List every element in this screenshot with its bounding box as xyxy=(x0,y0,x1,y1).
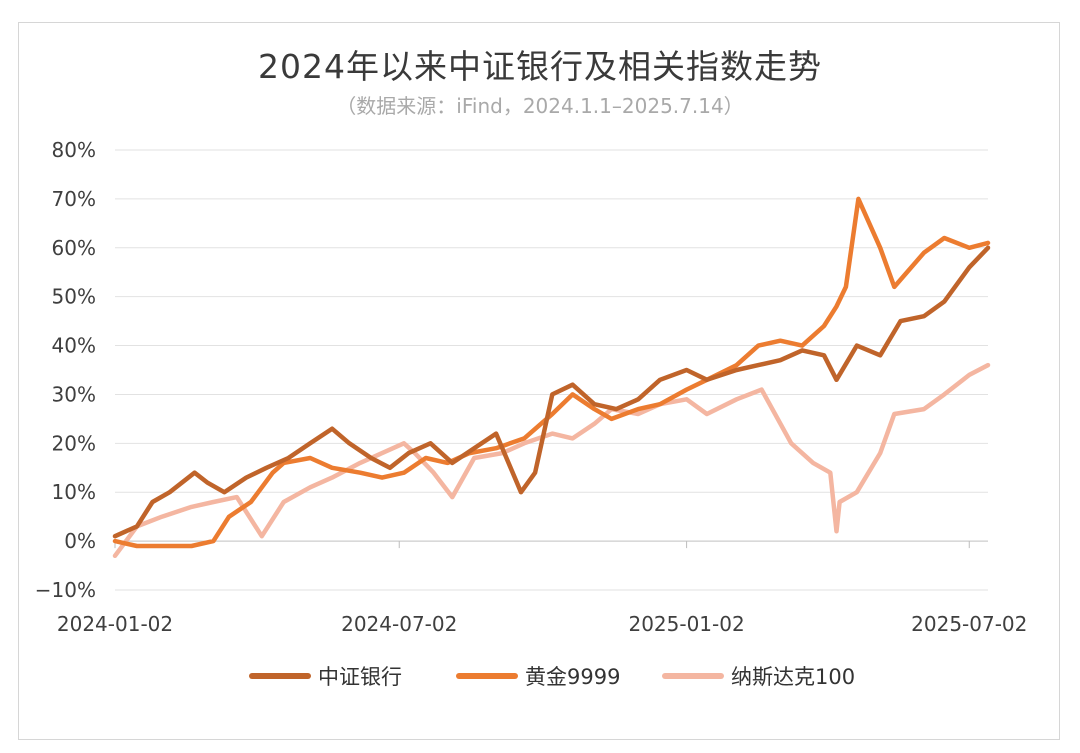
legend-label: 中证银行 xyxy=(318,665,402,689)
legend-label: 黄金9999 xyxy=(525,665,620,689)
y-tick-label: 30% xyxy=(52,382,96,406)
y-tick-label: 70% xyxy=(52,187,96,211)
y-tick-label: 60% xyxy=(52,236,96,260)
x-tick-label: 2024-07-02 xyxy=(341,612,457,636)
chart-title: 2024年以来中证银行及相关指数走势 xyxy=(258,47,822,86)
legend: 中证银行 黄金9999 纳斯达克100 xyxy=(249,665,855,689)
y-tick-label: 50% xyxy=(52,285,96,309)
chart-frame xyxy=(18,22,1060,740)
y-tick-label: 80% xyxy=(52,138,96,162)
x-axis-tick-labels: 2024-01-02 2024-07-02 2025-01-02 2025-07-02 xyxy=(57,612,1027,636)
y-tick-label: 0% xyxy=(64,529,96,553)
y-tick-label: 10% xyxy=(52,480,96,504)
series-lines xyxy=(112,196,991,559)
x-tick-label: 2025-01-02 xyxy=(628,612,744,636)
series-line-2 xyxy=(112,362,991,559)
legend-label: 纳斯达克100 xyxy=(731,665,855,689)
x-tick-label: 2025-07-02 xyxy=(911,612,1027,636)
y-tick-label: −10% xyxy=(35,578,96,602)
series-line-1 xyxy=(112,196,991,549)
y-axis-tick-labels: 80% 70% 60% 50% 40% 30% 20% 10% 0% −10% xyxy=(35,138,96,602)
y-tick-label: 40% xyxy=(52,334,96,358)
y-tick-label: 20% xyxy=(52,431,96,455)
chart-subtitle: （数据来源：iFind，2024.1.1–2025.7.14） xyxy=(336,94,744,118)
x-tick-label: 2024-01-02 xyxy=(57,612,173,636)
x-axis xyxy=(114,540,988,549)
series-line-0 xyxy=(112,245,991,539)
